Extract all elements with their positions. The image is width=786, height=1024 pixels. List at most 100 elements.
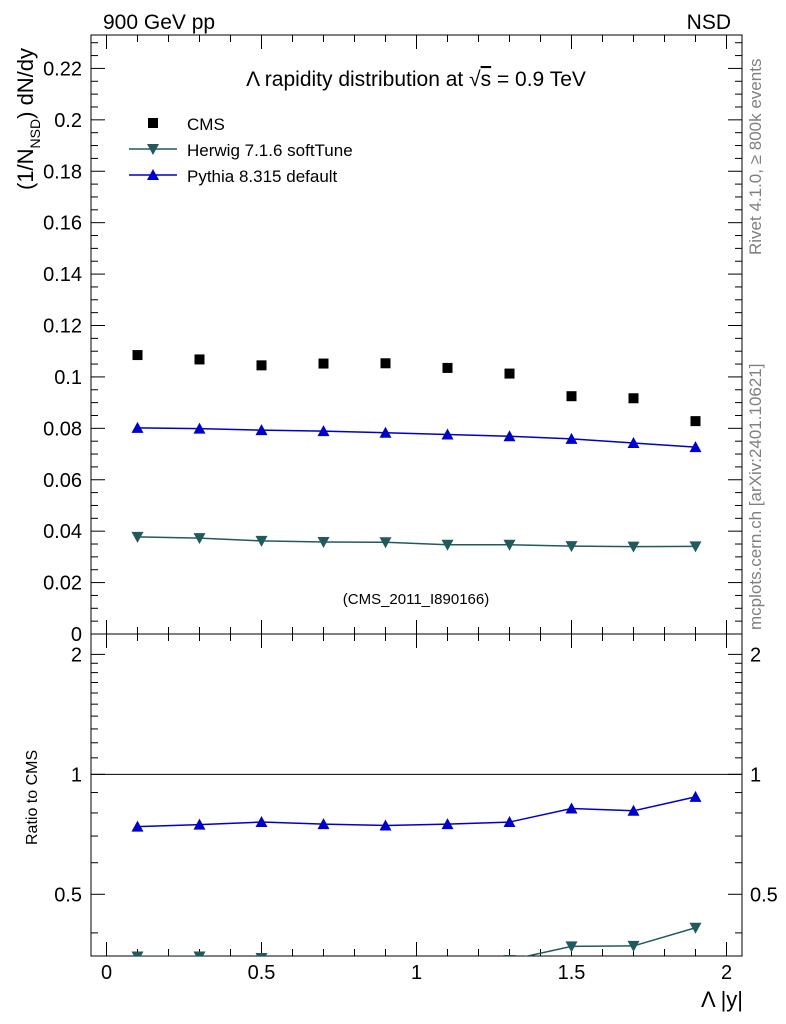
- main-y-tick-label: 0.02: [43, 573, 82, 595]
- ratio-axis-ticks: 0.5 0.5 1 1 2 2 0 0.5 1 1.5 2: [54, 634, 778, 984]
- ratio-point-herwig-7-1-6-softtune: [442, 959, 454, 970]
- ratio-point-herwig-7-1-6-softtune: [689, 922, 702, 934]
- mcplots-source-label: mcplots.cern.ch [arXiv:2401.10621]: [746, 364, 765, 630]
- x-tick-label: 1: [411, 962, 422, 984]
- main-title-prefix: Λ rapidity distribution at: [246, 68, 469, 91]
- main-title-sqrt-arg: s: [481, 68, 492, 91]
- main-y-tick-label: 0.16: [43, 213, 82, 235]
- ratio-clip-group: [131, 790, 702, 970]
- main-point-herwig-7-1-6-softtune: [255, 535, 268, 547]
- main-point-pythia-8-315-default: [379, 426, 392, 438]
- x-tick-label: 1.5: [558, 962, 586, 984]
- main-line-pythia-8-315-default: [137, 427, 696, 448]
- ratio-series-layer: [131, 790, 702, 970]
- ratio-y-tick-label-right: 1: [750, 764, 761, 786]
- main-point-herwig-7-1-6-softtune: [379, 537, 392, 549]
- main-point-herwig-7-1-6-softtune: [503, 539, 516, 551]
- legend-label-herwig: Herwig 7.1.6 softTune: [187, 141, 353, 160]
- main-point-pythia-8-315-default: [317, 425, 330, 437]
- main-y-tick-label: 0.04: [43, 521, 82, 543]
- main-point-cms: [566, 391, 577, 402]
- main-point-cms: [442, 362, 453, 373]
- legend-marker-herwig: [147, 144, 159, 155]
- main-point-herwig-7-1-6-softtune: [689, 541, 702, 553]
- x-tick-label: 2: [721, 962, 732, 984]
- ratio-point-pythia-8-315-default: [627, 804, 640, 816]
- main-panel: 0 0.02 0.04 0.06 0.08 0.1 0.12 0.14 0.16 0.18 0.2 0…: [13, 34, 743, 646]
- ratio-point-pythia-8-315-default: [441, 818, 454, 830]
- ratio-plot-frame: [90, 633, 743, 957]
- analysis-id-annotation: (CMS_2011_I890166): [343, 591, 489, 608]
- ratio-point-herwig-7-1-6-softtune: [503, 955, 516, 956]
- ratio-point-pythia-8-315-default: [193, 818, 206, 830]
- ratio-y-tick-label-left: 0.5: [54, 884, 82, 906]
- ratio-point-herwig-7-1-6-softtune: [193, 951, 206, 956]
- ratio-y-axis-label: Ratio to CMS: [24, 750, 41, 845]
- main-point-pythia-8-315-default: [131, 421, 144, 433]
- main-point-cms: [256, 360, 267, 371]
- ratio-point-herwig-7-1-6-softtune: [565, 941, 578, 953]
- ratio-point-pythia-8-315-default: [131, 820, 144, 832]
- ratio-y-tick-label-right: 0.5: [750, 884, 778, 906]
- ratio-y-tick-label-left: 2: [71, 644, 82, 666]
- main-y-tick-label: 0.08: [43, 418, 82, 440]
- main-point-pythia-8-315-default: [689, 441, 702, 453]
- main-point-pythia-8-315-default: [255, 424, 268, 436]
- main-y-axis-label: (1/NNSD) dN/dy: [13, 48, 43, 190]
- main-point-cms: [132, 350, 143, 361]
- ratio-y-tick-label-right: 2: [750, 644, 761, 666]
- ratio-point-pythia-8-315-default: [565, 802, 578, 814]
- main-ylabel-post: ) dN/dy: [13, 48, 38, 119]
- main-point-cms: [628, 393, 639, 404]
- ratio-point-pythia-8-315-default: [317, 818, 330, 830]
- main-point-herwig-7-1-6-softtune: [441, 539, 454, 551]
- ratio-point-pythia-8-315-default: [255, 816, 268, 828]
- main-y-tick-label: 0.18: [43, 161, 82, 183]
- main-point-pythia-8-315-default: [193, 422, 206, 434]
- ratio-point-herwig-7-1-6-softtune: [131, 951, 144, 956]
- legend-label-cms: CMS: [187, 115, 225, 134]
- main-title: Λ rapidity distribution at √s = 0.9 TeV: [246, 68, 586, 91]
- sqrt-sign: √: [469, 68, 481, 91]
- header-process-label: NSD: [687, 11, 731, 34]
- main-point-cms: [380, 358, 391, 369]
- main-point-cms: [690, 416, 701, 427]
- main-line-herwig-7-1-6-softtune: [137, 536, 696, 548]
- main-ylabel-pre: (1/N: [13, 148, 38, 190]
- main-title-suffix: = 0.9 TeV: [491, 68, 586, 91]
- ratio-point-herwig-7-1-6-softtune: [380, 957, 392, 968]
- x-axis-label: Λ |y|: [701, 987, 743, 1012]
- ratio-point-herwig-7-1-6-softtune: [318, 956, 330, 967]
- main-y-tick-label: 0.2: [54, 110, 82, 132]
- legend-marker-pythia: [147, 169, 159, 180]
- main-y-tick-label: 0.12: [43, 316, 82, 338]
- ratio-panel: 0.5 0.5 1 1 2 2 0 0.5 1 1.5 2 Ratio to CMS Λ |y|: [24, 633, 778, 1012]
- ratio-point-pythia-8-315-default: [689, 790, 702, 802]
- ratio-point-herwig-7-1-6-softtune: [627, 940, 640, 952]
- main-series-layer: [131, 350, 702, 553]
- main-point-cms: [194, 354, 205, 365]
- main-y-tick-label: 0.14: [43, 264, 82, 286]
- ratio-point-pythia-8-315-default: [503, 816, 516, 828]
- main-point-cms: [318, 358, 329, 369]
- x-tick-label: 0.5: [248, 962, 276, 984]
- main-y-tick-label: 0.1: [54, 367, 82, 389]
- main-point-herwig-7-1-6-softtune: [627, 541, 640, 553]
- main-point-pythia-8-315-default: [503, 430, 516, 442]
- main-point-herwig-7-1-6-softtune: [193, 533, 206, 545]
- ratio-line-herwig-7-1-6-softtune: [137, 927, 696, 956]
- main-axis-ticks: 0 0.02 0.04 0.06 0.08 0.1 0.12 0.14 0.16 0.18 0.2 0…: [43, 35, 742, 646]
- main-point-cms: [504, 368, 515, 379]
- ratio-y-tick-label-left: 1: [71, 764, 82, 786]
- ratio-point-pythia-8-315-default: [379, 819, 392, 831]
- legend-label-pythia: Pythia 8.315 default: [187, 167, 338, 186]
- main-y-tick-label: 0.22: [43, 58, 82, 80]
- main-point-pythia-8-315-default: [441, 428, 454, 440]
- legend: CMS Herwig 7.1.6 softTune Pythia 8.315 d…: [129, 115, 353, 186]
- main-point-herwig-7-1-6-softtune: [131, 531, 144, 543]
- ratio-line-pythia-8-315-default: [137, 796, 696, 828]
- x-tick-label: 0: [101, 962, 112, 984]
- main-point-herwig-7-1-6-softtune: [565, 541, 578, 553]
- main-y-tick-label: 0.06: [43, 470, 82, 492]
